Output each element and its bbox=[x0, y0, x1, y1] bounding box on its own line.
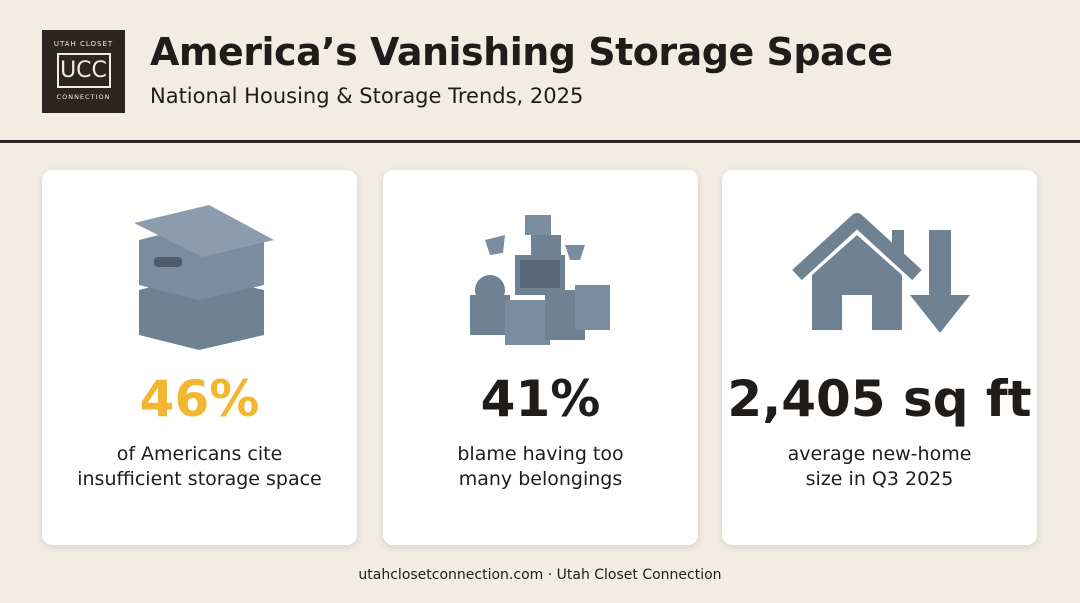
logo-top: UTAH CLOSET bbox=[53, 40, 114, 48]
stat-card: 2,405 sq ft average new-home size in Q3 … bbox=[722, 170, 1037, 545]
footer: utahclosetconnection.com · Utah Closet C… bbox=[358, 567, 722, 583]
logo-mark: UCC bbox=[56, 53, 111, 88]
description-line: blame having too bbox=[457, 443, 624, 465]
description-line: of Americans cite bbox=[116, 443, 283, 465]
stat: 46% bbox=[139, 370, 260, 428]
box-icon bbox=[134, 205, 274, 350]
house-icon bbox=[792, 213, 970, 333]
title: America’s Vanishing Storage Space bbox=[150, 30, 893, 74]
description-line: average new-home bbox=[787, 443, 972, 465]
description: average new-home size in Q3 2025 bbox=[722, 442, 1037, 492]
stat: 2,405 sq ft bbox=[727, 370, 1032, 428]
belongings-icon bbox=[470, 215, 610, 345]
description-line: insufficient storage space bbox=[77, 468, 322, 490]
divider bbox=[0, 140, 1080, 143]
description-line: size in Q3 2025 bbox=[805, 468, 954, 490]
subtitle: National Housing & Storage Trends, 2025 bbox=[150, 84, 584, 108]
stat-card: 41% blame having too many belongings bbox=[383, 170, 698, 545]
description: of Americans cite insufficient storage s… bbox=[42, 442, 357, 492]
stat: 41% bbox=[480, 370, 601, 428]
description-line: many belongings bbox=[458, 468, 623, 490]
logo-bottom: CONNECTION bbox=[56, 93, 111, 101]
description: blame having too many belongings bbox=[383, 442, 698, 492]
stat-card: 46% of Americans cite insufficient stora… bbox=[42, 170, 357, 545]
logo: UTAH CLOSET UCC CONNECTION bbox=[42, 30, 125, 113]
